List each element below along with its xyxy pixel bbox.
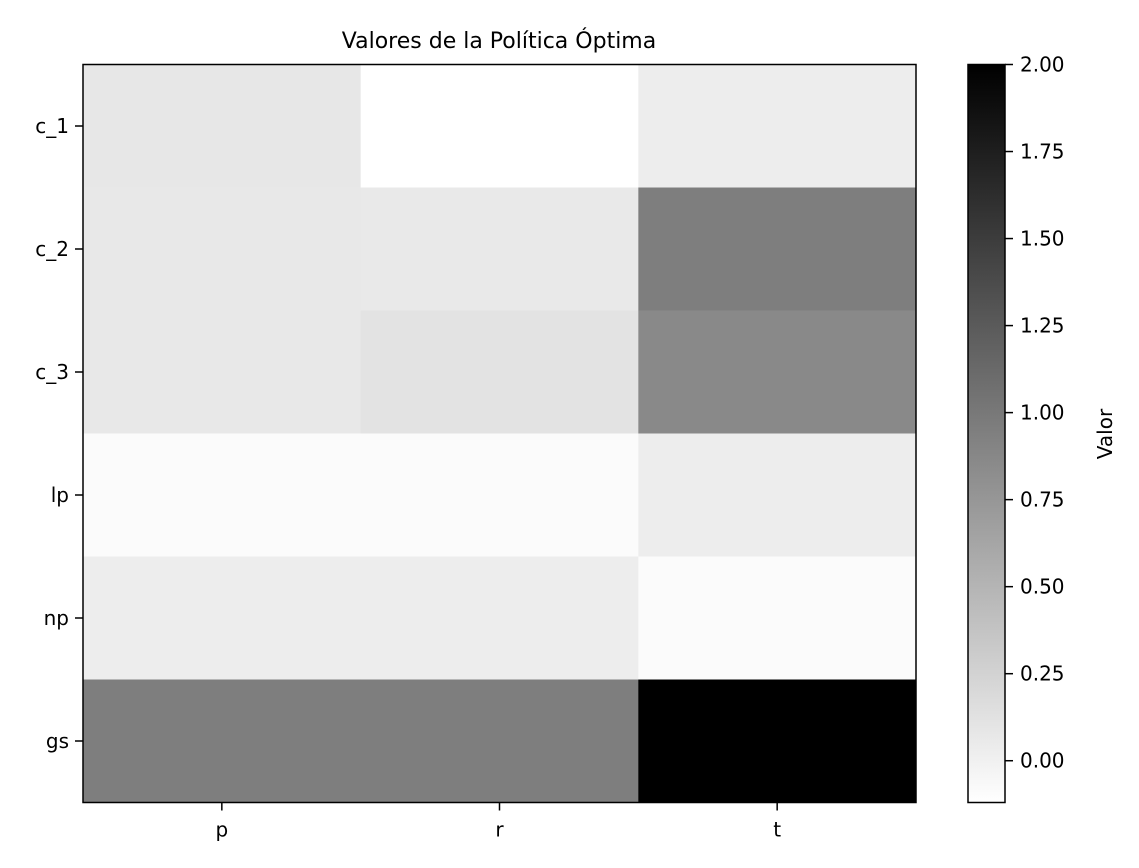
colorbar-tick-label: 0.00: [1020, 749, 1065, 773]
x-tick-label: t: [773, 818, 781, 842]
heatmap-cell: [83, 310, 362, 434]
colorbar: [967, 63, 1006, 804]
colorbar-label: Valor: [1093, 408, 1117, 459]
heatmap-cell: [360, 64, 639, 188]
heatmap-cell: [638, 64, 917, 188]
colorbar-tick-label: 1.75: [1020, 140, 1065, 164]
heatmap-cell: [360, 433, 639, 557]
chart-title: Valores de la Política Óptima: [342, 28, 656, 54]
colorbar-tick-label: 0.75: [1020, 488, 1065, 512]
heatmap-cell: [83, 433, 362, 557]
heatmap-cell: [638, 679, 917, 803]
heatmap-cell: [638, 310, 917, 434]
heatmap-cell: [638, 433, 917, 557]
heatmap-cell: [83, 64, 362, 188]
heatmap-cell: [638, 556, 917, 680]
heatmap-cell: [360, 556, 639, 680]
x-tick-label: r: [495, 818, 504, 842]
colorbar-tick-label: 1.00: [1020, 401, 1065, 425]
colorbar-tick-label: 0.50: [1020, 575, 1065, 599]
heatmap-cells: [83, 64, 917, 803]
y-tick-label: lp: [51, 483, 69, 507]
y-tick-label: np: [44, 606, 69, 630]
y-tick-label: c_1: [35, 114, 69, 138]
colorbar-tick-label: 1.25: [1020, 314, 1065, 338]
heatmap-cell: [83, 187, 362, 311]
colorbar-tick-label: 0.25: [1020, 662, 1065, 686]
heatmap-cell: [83, 556, 362, 680]
x-tick-label: p: [215, 818, 228, 842]
colorbar-tick-label: 2.00: [1020, 53, 1065, 77]
y-tick-label: c_2: [35, 237, 69, 261]
colorbar-tick-label: 1.50: [1020, 227, 1065, 251]
y-tick-label: c_3: [35, 360, 69, 384]
colorbar-ticks: 0.00 0.25 0.50 0.75 1.00 1.25 1.50 1.75 2.00: [1005, 53, 1065, 773]
y-axis: c_1 c_2 c_3lp np gs: [35, 114, 83, 753]
heatmap-cell: [638, 187, 917, 311]
heatmap-cell: [360, 679, 639, 803]
heatmap-cell: [360, 187, 639, 311]
heatmap-cell: [360, 310, 639, 434]
heatmap-cell: [83, 679, 362, 803]
y-tick-label: gs: [46, 729, 69, 753]
